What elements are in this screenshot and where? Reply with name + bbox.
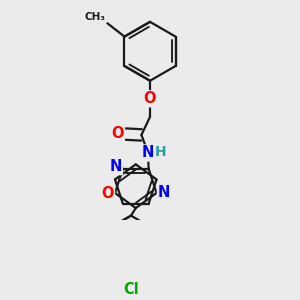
Text: CH₃: CH₃ <box>85 12 106 22</box>
Text: O: O <box>144 91 156 106</box>
Text: O: O <box>101 186 114 201</box>
Text: N: N <box>158 184 170 200</box>
Text: H: H <box>154 145 166 159</box>
Text: O: O <box>111 127 124 142</box>
Text: N: N <box>110 159 122 174</box>
Text: Cl: Cl <box>123 282 139 297</box>
Text: N: N <box>142 146 154 160</box>
